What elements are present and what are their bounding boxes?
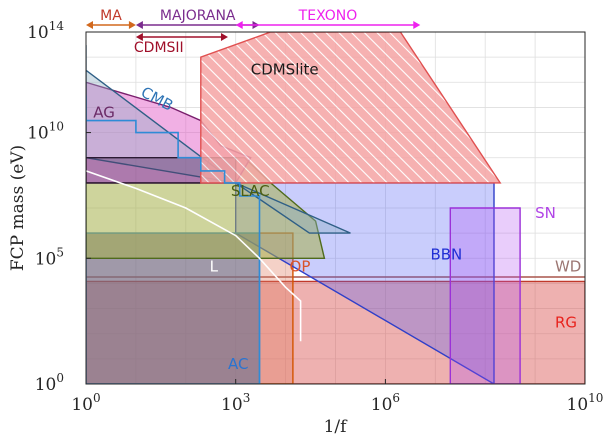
label-rg: RG — [555, 313, 577, 331]
range-arrow-right — [220, 33, 228, 41]
range-arrows: MA MAJORANA TEXONO CDMSII — [86, 8, 421, 56]
region-sn — [449, 207, 521, 384]
range-arrow-left — [135, 33, 143, 41]
region-cdmslite — [200, 32, 502, 184]
overlays: L — [86, 95, 302, 384]
y-tick-label: 105 — [35, 245, 64, 269]
range-label-ma: MA — [100, 8, 122, 24]
white-curve — [86, 170, 302, 342]
range-label-cdmsii: CDMSII — [134, 40, 184, 56]
label-ac: AC — [228, 355, 248, 373]
x-tick-label: 103 — [221, 391, 250, 415]
range-arrow-left — [135, 21, 143, 29]
plot-frame — [85, 31, 586, 385]
x-tick-label: 100 — [71, 391, 100, 415]
range-arrow-right — [128, 21, 136, 29]
y-tick-label: 100 — [35, 371, 64, 395]
x-tick-label: 106 — [371, 391, 400, 415]
label-op: OP — [290, 257, 311, 275]
regions — [86, 32, 585, 384]
range-ma: MA — [86, 8, 136, 29]
x-axis-title: 1/f — [324, 417, 349, 437]
y-tick-label: 1014 — [27, 19, 64, 43]
range-arrow-left — [235, 21, 243, 29]
range-arrow-left — [86, 21, 93, 29]
region-cmb — [86, 45, 351, 234]
range-arrow-right — [413, 21, 421, 29]
label-slac: SLAC — [231, 182, 270, 200]
range-label-majorana: MAJORANA — [160, 8, 236, 24]
label-wd: WD — [555, 257, 581, 275]
y-axis-title: FCP mass (eV) — [8, 145, 28, 271]
y-tick-label: 1010 — [27, 120, 64, 144]
ticks: 100 103 106 1010 100 105 1010 1014 — [27, 19, 603, 415]
white-mark-label: L — [210, 257, 219, 275]
label-ag: AG — [93, 103, 115, 121]
label-bbn: BBN — [430, 245, 462, 263]
label-cdmslite: CDMSlite — [251, 61, 319, 79]
label-sn: SN — [535, 204, 556, 222]
range-cdmsii: CDMSII — [134, 33, 228, 56]
range-label-texono: TEXONO — [298, 8, 358, 24]
x-tick-label: 1010 — [567, 391, 604, 415]
range-texono: TEXONO — [235, 8, 421, 29]
ac-outline — [86, 95, 261, 384]
